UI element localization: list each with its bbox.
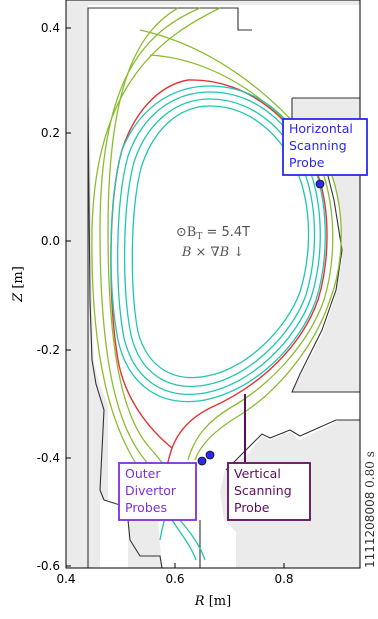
ytick-5: -0.6 — [37, 559, 60, 573]
ytick-3: -0.2 — [37, 343, 60, 357]
sol-surface-4 — [139, 29, 342, 461]
ytick-2: 0.0 — [41, 234, 60, 248]
divertor-probe-marker-2 — [205, 450, 215, 460]
vertical-probe-label: Vertical Scanning Probe — [234, 466, 296, 515]
divertor-leg-3 — [171, 519, 197, 561]
core-surface-3 — [123, 98, 316, 387]
divertor-probe-marker-1 — [197, 456, 207, 466]
axes-frame — [65, 0, 361, 569]
divertor-leg-2 — [179, 519, 206, 561]
horizontal-probe-label: Horizontal Scanning Probe — [289, 121, 357, 170]
ytick-4: -0.4 — [37, 451, 60, 465]
top-wall-strip — [66, 0, 360, 5]
xtick-0: 0.4 — [56, 572, 75, 586]
core-surface-1 — [110, 85, 326, 403]
shot-time-label: 1111208008 0.80 s — [363, 451, 377, 568]
horizontal-probe-box — [282, 118, 368, 176]
inner-wall — [66, 0, 108, 568]
drift-annotation: B × ∇B ↓ — [181, 245, 244, 260]
wall-outline — [87, 7, 360, 569]
vertical-probe-box — [227, 462, 311, 521]
outer-divertor-label: Outer Divertor Probes — [125, 466, 180, 515]
xtick-1: 0.6 — [165, 572, 184, 586]
y-axis-label: Z [m] — [11, 266, 26, 303]
outer-divertor-box — [118, 462, 197, 521]
x-axis-label: R [m] — [194, 594, 231, 609]
xtick-2: 0.8 — [274, 572, 293, 586]
core-surface-2 — [117, 91, 321, 395]
x-ticks — [65, 563, 285, 568]
ytick-0: 0.4 — [41, 21, 60, 35]
horizontal-probe-marker — [315, 179, 325, 189]
core-surface-4 — [131, 105, 310, 379]
sol-surface-2 — [99, 7, 201, 521]
y-ticks — [66, 27, 71, 567]
field-annotation: ⊙BT = 5.4T — [176, 225, 250, 242]
ytick-1: 0.2 — [41, 126, 60, 140]
